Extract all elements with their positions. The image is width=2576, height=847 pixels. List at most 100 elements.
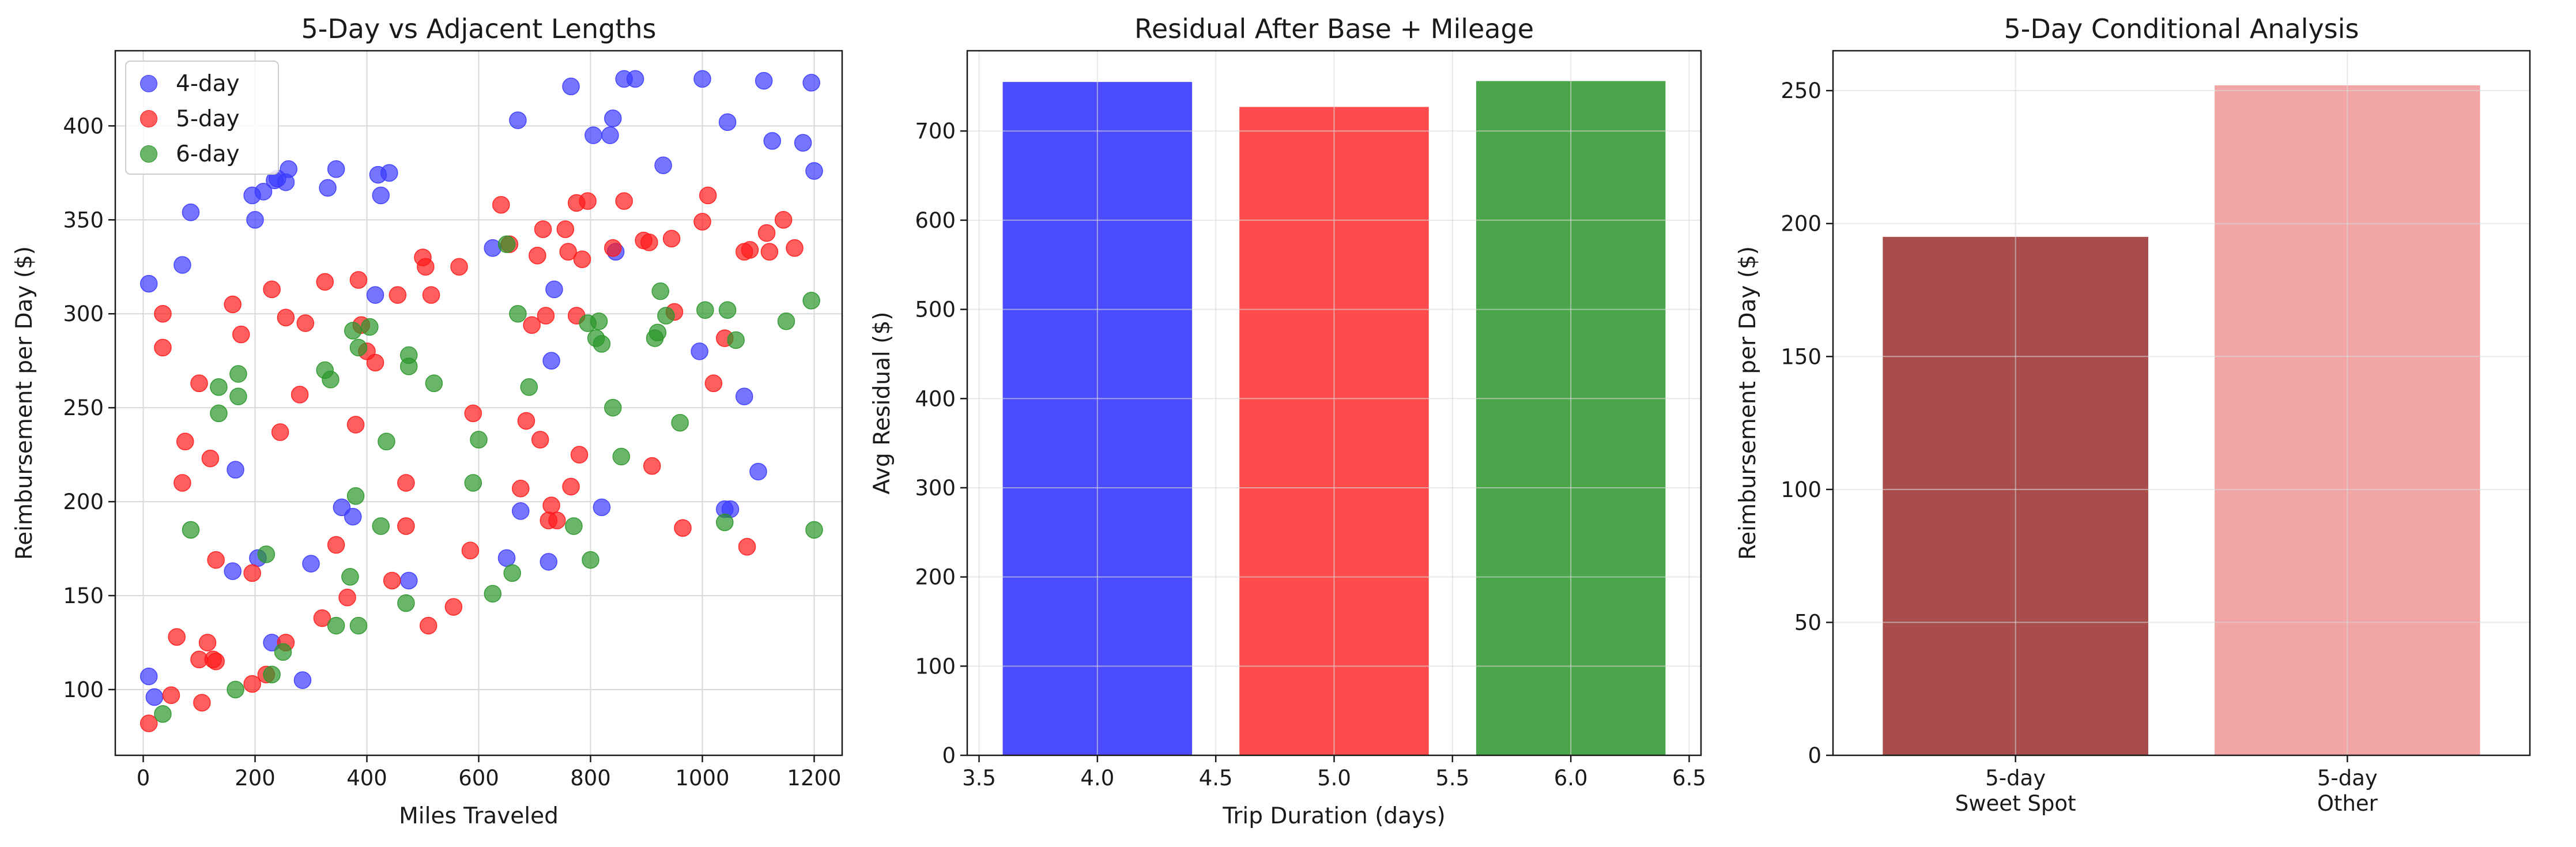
scatter-point xyxy=(590,312,608,330)
scatter-point xyxy=(366,353,384,372)
scatter-point xyxy=(450,258,468,276)
scatter-point xyxy=(145,688,164,706)
x-tick-label: 3.5 xyxy=(962,766,996,790)
scatter-point xyxy=(648,323,667,342)
scatter-point xyxy=(718,301,737,319)
y-axis-label: Reimbursement per Day ($) xyxy=(12,246,37,560)
scatter-point xyxy=(802,74,820,92)
scatter-point xyxy=(531,431,549,449)
y-tick-label: 200 xyxy=(1781,212,1821,236)
scatter-point xyxy=(344,507,362,526)
x-axis-label: Trip Duration (days) xyxy=(1222,803,1445,829)
legend-entry: 6-day xyxy=(176,141,240,167)
scatter-point xyxy=(182,203,200,221)
y-tick-label: 150 xyxy=(1781,344,1821,369)
scatter-point xyxy=(366,286,384,304)
scatter-point xyxy=(346,487,365,505)
x-tick-label: 200 xyxy=(235,766,276,790)
scatter-point xyxy=(327,536,345,554)
scatter-point xyxy=(319,179,337,197)
scatter-point xyxy=(444,598,463,616)
scatter-point xyxy=(274,643,292,661)
scatter-point xyxy=(704,374,723,393)
scatter-point xyxy=(512,502,530,520)
y-tick-label: 500 xyxy=(915,298,956,322)
y-tick-label: 250 xyxy=(63,396,104,420)
x-tick-label: 5.5 xyxy=(1435,766,1469,790)
scatter-point xyxy=(537,307,555,325)
scatter-point xyxy=(512,480,530,498)
scatter-point xyxy=(224,562,242,580)
scatter-point xyxy=(291,386,309,404)
scatter-point xyxy=(154,304,172,323)
scatter-point xyxy=(643,457,661,475)
legend-marker xyxy=(140,75,157,92)
scatter-point xyxy=(582,551,599,569)
scatter-point xyxy=(397,474,415,492)
scatter-point xyxy=(654,156,672,175)
scatter-point xyxy=(168,628,186,646)
scatter-point xyxy=(573,250,591,268)
x-tick-label: 5-day xyxy=(1985,766,2046,790)
legend: 4-day 5-day 6-day xyxy=(125,61,279,175)
scatter-point xyxy=(257,545,276,563)
scatter-point xyxy=(529,246,546,265)
scatter-point xyxy=(246,211,264,229)
x-tick-label: 6.5 xyxy=(1672,766,1706,790)
scatter-point xyxy=(794,134,812,152)
y-tick-label: 0 xyxy=(942,743,956,768)
scatter-point xyxy=(565,517,583,535)
scatter-point xyxy=(271,423,289,441)
scatter-point xyxy=(548,511,566,529)
scatter-point xyxy=(604,110,622,127)
x-tick-label: 400 xyxy=(346,766,387,790)
y-tick-label: 400 xyxy=(915,386,956,411)
scatter-point xyxy=(280,160,297,178)
y-tick-label: 300 xyxy=(915,476,956,500)
scatter-point xyxy=(534,220,552,238)
scatter-point xyxy=(417,258,435,276)
scatter-point xyxy=(389,286,407,304)
scatter-point xyxy=(316,273,334,291)
scatter-point xyxy=(361,318,379,336)
scatter-point xyxy=(383,571,401,590)
scatter-point xyxy=(210,404,228,423)
scatter-point xyxy=(674,519,692,537)
scatter-point xyxy=(562,77,580,96)
series-5-day xyxy=(139,186,804,732)
scatter-point xyxy=(757,224,776,242)
chart-title: Residual After Base + Mileage xyxy=(1134,13,1534,44)
scatter-point xyxy=(338,589,356,607)
y-tick-label: 50 xyxy=(1794,610,1821,635)
scatter-point xyxy=(691,342,708,360)
x-tick-label: Sweet Spot xyxy=(1955,791,2076,816)
y-tick-label: 250 xyxy=(1781,78,1821,103)
scatter-point xyxy=(503,564,521,582)
scatter-point xyxy=(604,398,622,417)
x-tick-label: 0 xyxy=(137,766,150,790)
y-tick-label: 100 xyxy=(63,677,104,702)
scatter-point xyxy=(657,307,675,325)
y-tick-label: 150 xyxy=(63,584,104,608)
scatter-point xyxy=(559,243,577,261)
scatter-point xyxy=(556,220,575,238)
scatter-point xyxy=(718,113,737,131)
scatter-point xyxy=(207,652,225,671)
scatter-point xyxy=(207,551,225,569)
scatter-point xyxy=(671,413,689,432)
scatter-point xyxy=(640,234,658,251)
scatter-point xyxy=(615,192,633,210)
scatter-point xyxy=(562,477,580,496)
scatter-point xyxy=(322,371,340,389)
scatter-point xyxy=(254,183,273,201)
scatter-point xyxy=(497,549,516,567)
scatter-point xyxy=(542,496,560,514)
scatter-point xyxy=(425,374,443,393)
scatter-point xyxy=(380,164,398,182)
x-axis-label: Miles Traveled xyxy=(399,803,559,829)
x-tick-label: 5-day xyxy=(2317,766,2378,790)
residual-bar-chart: 3.5 4.0 4.5 5.0 5.5 6.0 6.5 0 100 200 300 400 500 600… xyxy=(869,13,1706,829)
chart-title: 5-Day vs Adjacent Lengths xyxy=(301,13,657,44)
scatter-point xyxy=(313,609,331,627)
